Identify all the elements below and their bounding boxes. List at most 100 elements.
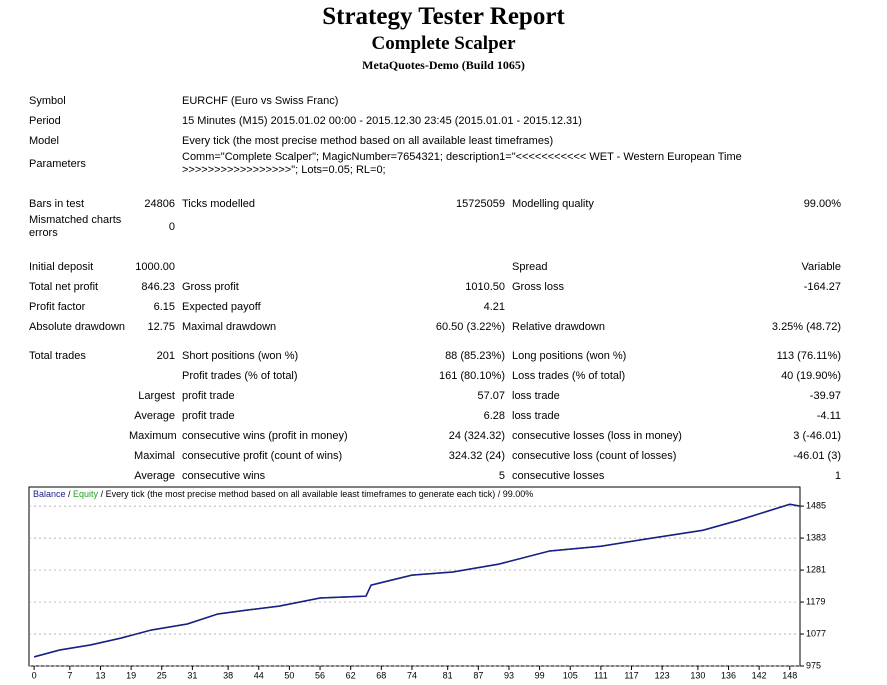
stats-value <box>379 257 509 277</box>
stats-value: 6.15 <box>153 300 175 313</box>
stats-row: Initial deposit 1000.00 Spread Variable <box>29 257 845 277</box>
info-label: Parameters <box>29 157 86 170</box>
x-tick-label: 31 <box>187 670 197 680</box>
separator: / <box>66 489 74 499</box>
legend-entry: Equity <box>73 489 99 499</box>
stats-table: Total trades 201 Short positions (won %) 88… <box>29 346 845 486</box>
x-tick-label: 81 <box>443 670 453 680</box>
stats-label <box>509 214 709 240</box>
y-tick-label: 1077 <box>806 628 826 638</box>
stats-label: Loss trades (% of total) <box>512 369 626 382</box>
report-subtitle: Complete Scalper <box>371 33 516 54</box>
stats-value: Variable <box>801 260 841 273</box>
info-row: Period 15 Minutes (M15) 2015.01.02 00:00 … <box>29 111 769 131</box>
info-label: Symbol <box>29 94 66 107</box>
x-tick-label: 148 <box>782 670 797 680</box>
stats-row: Total trades 201 Short positions (won %) 88… <box>29 346 845 366</box>
stats-value: 0 <box>168 220 175 233</box>
stats-row: Maximal consecutive profit (count of wins… <box>29 446 845 466</box>
x-tick-label: 44 <box>254 670 264 680</box>
stats-value <box>709 297 845 317</box>
x-tick-label: 142 <box>752 670 767 680</box>
stats-value: 5 <box>498 469 505 482</box>
info-value: Comm="Complete Scalper"; MagicNumber=765… <box>182 151 742 176</box>
x-tick-label: 93 <box>504 670 514 680</box>
stats-value: 99.00% <box>803 197 841 210</box>
stats-value: -164.27 <box>803 280 841 293</box>
stats-row: Mismatched charts errors 0 <box>29 214 845 240</box>
info-row: Model Every tick (the most precise method… <box>29 131 769 151</box>
stats-label: Gross profit <box>182 280 239 293</box>
stats-value: 15725059 <box>456 197 505 210</box>
stats-value: Average <box>134 469 175 482</box>
info-row: Symbol EURCHF (Euro vs Swiss Franc) <box>29 91 769 111</box>
x-tick-label: 130 <box>690 670 705 680</box>
stats-value: Average <box>134 409 175 422</box>
chart-quality: 99.00% <box>503 489 534 499</box>
stats-value: Maximal <box>134 449 175 462</box>
stats-row: Maximum consecutive wins (profit in money… <box>29 426 845 446</box>
stats-label: consecutive losses (loss in money) <box>512 429 682 442</box>
report-build: MetaQuotes-Demo (Build 1065) <box>362 58 525 72</box>
stats-label <box>29 426 129 446</box>
stats-value <box>129 366 179 386</box>
stats-label: Relative drawdown <box>512 320 605 333</box>
x-tick-label: 111 <box>594 670 608 680</box>
stats-label: Short positions (won %) <box>182 349 299 362</box>
stats-value: 57.07 <box>477 389 505 402</box>
stats-value: 1 <box>834 469 841 482</box>
x-tick-label: 25 <box>157 670 167 680</box>
stats-value: 3.25% (48.72) <box>771 320 841 333</box>
stats-row: Average profit trade 6.28 loss trade -4.11 <box>29 406 845 426</box>
info-label: Period <box>29 114 61 127</box>
stats-label: Maximal drawdown <box>182 320 277 333</box>
info-label: Model <box>29 134 59 147</box>
stats-row: Total net profit 846.23 Gross profit 1010.5… <box>29 277 845 297</box>
x-tick-label: 136 <box>721 670 736 680</box>
stats-value: 88 (85.23%) <box>445 349 505 362</box>
report-title: Strategy Tester Report <box>322 3 565 30</box>
x-tick-label: 13 <box>95 670 105 680</box>
stats-label: Gross loss <box>512 280 564 293</box>
stats-label <box>29 366 129 386</box>
stats-row: Bars in test 24806 Ticks modelled 15725059 M… <box>29 194 845 214</box>
stats-label <box>29 386 129 406</box>
x-tick-label: 123 <box>655 670 670 680</box>
stats-table: Initial deposit 1000.00 Spread Variable Tota… <box>29 257 845 337</box>
stats-value: -46.01 (3) <box>793 449 841 462</box>
stats-label: Mismatched charts errors <box>29 214 122 239</box>
separator: / <box>495 489 503 499</box>
x-tick-label: 62 <box>346 670 356 680</box>
stats-value: 24806 <box>144 197 175 210</box>
y-tick-label: 1179 <box>806 596 825 606</box>
stats-label: Initial deposit <box>29 260 94 273</box>
stats-value: Largest <box>138 389 175 402</box>
stats-value: 324.32 (24) <box>448 449 505 462</box>
stats-value: 40 (19.90%) <box>781 369 841 382</box>
stats-label: Profit trades (% of total) <box>182 369 298 382</box>
stats-label: Total trades <box>29 349 86 362</box>
stats-value <box>379 214 509 240</box>
info-value: 15 Minutes (M15) 2015.01.02 00:00 - 2015… <box>182 114 582 127</box>
stats-label: consecutive wins (profit in money) <box>182 429 348 442</box>
stats-label: consecutive losses <box>512 469 605 482</box>
stats-label: profit trade <box>182 409 235 422</box>
stats-label: consecutive loss (count of losses) <box>512 449 677 462</box>
x-tick-label: 0 <box>32 670 37 680</box>
stats-value: 846.23 <box>141 280 175 293</box>
x-tick-label: 56 <box>315 670 325 680</box>
stats-label <box>179 257 379 277</box>
stats-value: 3 (-46.01) <box>793 429 841 442</box>
y-tick-label: 1383 <box>806 532 826 542</box>
stats-value: 12.75 <box>147 320 175 333</box>
stats-row: Profit factor 6.15 Expected payoff 4.21 <box>29 297 845 317</box>
stats-value: 6.28 <box>483 409 505 422</box>
plot-frame <box>28 486 801 667</box>
stats-row: Profit trades (% of total) 161 (80.10%) Lo… <box>29 366 845 386</box>
line-series <box>33 503 801 658</box>
stats-value: 4.21 <box>483 300 505 313</box>
stats-label <box>509 297 709 317</box>
stats-value: -39.97 <box>809 389 841 402</box>
x-tick-label: 117 <box>624 670 638 680</box>
